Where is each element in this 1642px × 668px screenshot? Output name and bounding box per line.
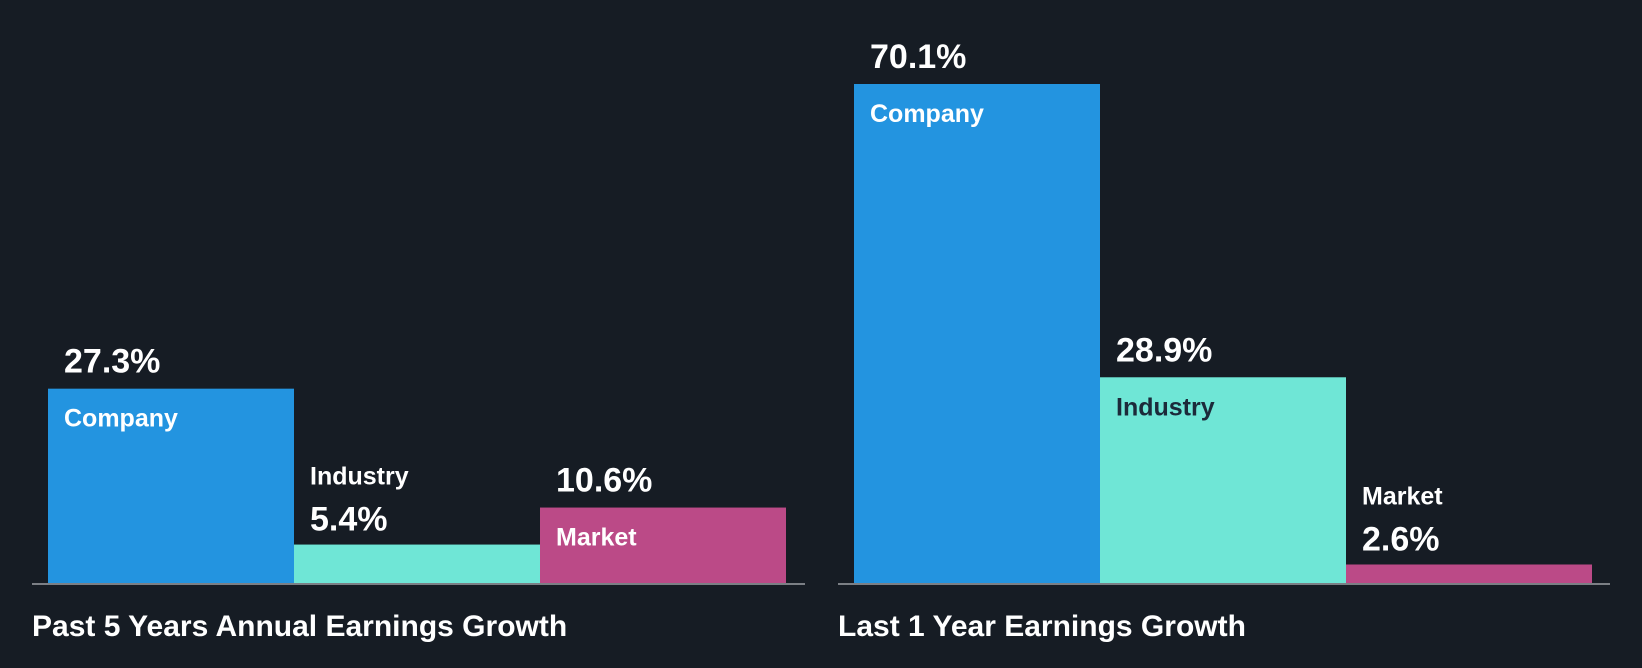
chart-title: Past 5 Years Annual Earnings Growth — [32, 610, 567, 643]
category-label-company: Company — [870, 100, 984, 128]
chart-title: Last 1 Year Earnings Growth — [838, 610, 1246, 643]
value-label-industry: 28.9% — [1116, 331, 1212, 369]
value-label-company: 27.3% — [64, 343, 160, 381]
bar-industry — [294, 544, 540, 583]
value-label-market: 10.6% — [556, 462, 652, 500]
bar-market — [1346, 564, 1592, 583]
category-label-market: Market — [556, 524, 637, 552]
category-label-industry: Industry — [310, 463, 409, 491]
category-label-industry: Industry — [1116, 393, 1215, 421]
chart-last-1-year: 70.1% Company 28.9% Industry 2.6% Market Last … — [838, 38, 1610, 643]
bar-company — [854, 84, 1100, 583]
bar-company — [48, 388, 294, 583]
value-label-company: 70.1% — [870, 38, 966, 76]
category-label-company: Company — [64, 405, 178, 433]
value-label-industry: 5.4% — [310, 501, 388, 539]
value-label-market: 2.6% — [1362, 520, 1440, 558]
chart-past-5-years: 27.3% Company 5.4% Industry 10.6% Market Past … — [32, 343, 805, 643]
category-label-market: Market — [1362, 482, 1443, 510]
bar-industry — [1100, 377, 1346, 583]
bar-market — [540, 507, 786, 583]
